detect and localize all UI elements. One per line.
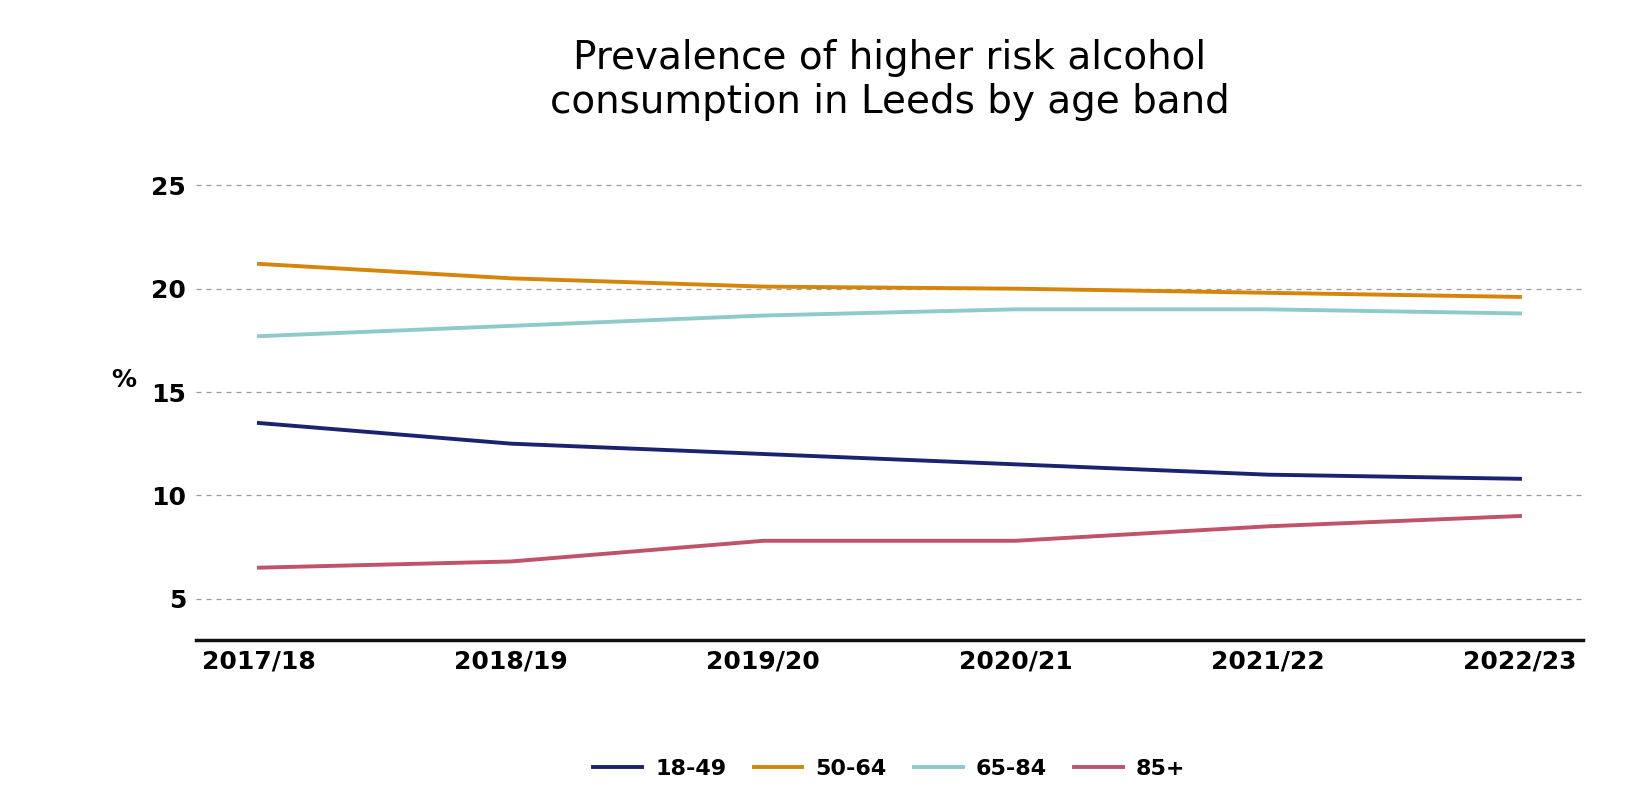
50-64 [501, 274, 521, 283]
Line: 65-84: 65-84 [259, 310, 1519, 336]
Line: 18-49: 18-49 [259, 423, 1519, 478]
Title: Prevalence of higher risk alcohol
consumption in Leeds by age band: Prevalence of higher risk alcohol consum… [550, 39, 1229, 122]
50-64 [1258, 288, 1278, 298]
65-84 [501, 321, 521, 330]
65-84 [250, 331, 269, 341]
85+ [1510, 511, 1529, 521]
Line: 85+: 85+ [259, 516, 1519, 568]
Y-axis label: %: % [111, 368, 135, 392]
50-64 [1005, 284, 1025, 294]
18-49 [250, 418, 269, 428]
18-49 [1005, 459, 1025, 469]
85+ [250, 563, 269, 573]
85+ [1005, 536, 1025, 546]
65-84 [754, 310, 774, 320]
85+ [501, 557, 521, 566]
85+ [754, 536, 774, 546]
50-64 [1510, 292, 1529, 302]
Line: 50-64: 50-64 [259, 264, 1519, 297]
Legend: 18-49, 50-64, 65-84, 85+: 18-49, 50-64, 65-84, 85+ [584, 750, 1195, 788]
18-49 [1258, 470, 1278, 479]
18-49 [501, 439, 521, 449]
18-49 [1510, 474, 1529, 483]
50-64 [250, 259, 269, 269]
50-64 [754, 282, 774, 291]
85+ [1258, 522, 1278, 531]
65-84 [1005, 305, 1025, 314]
65-84 [1510, 309, 1529, 318]
65-84 [1258, 305, 1278, 314]
18-49 [754, 450, 774, 459]
